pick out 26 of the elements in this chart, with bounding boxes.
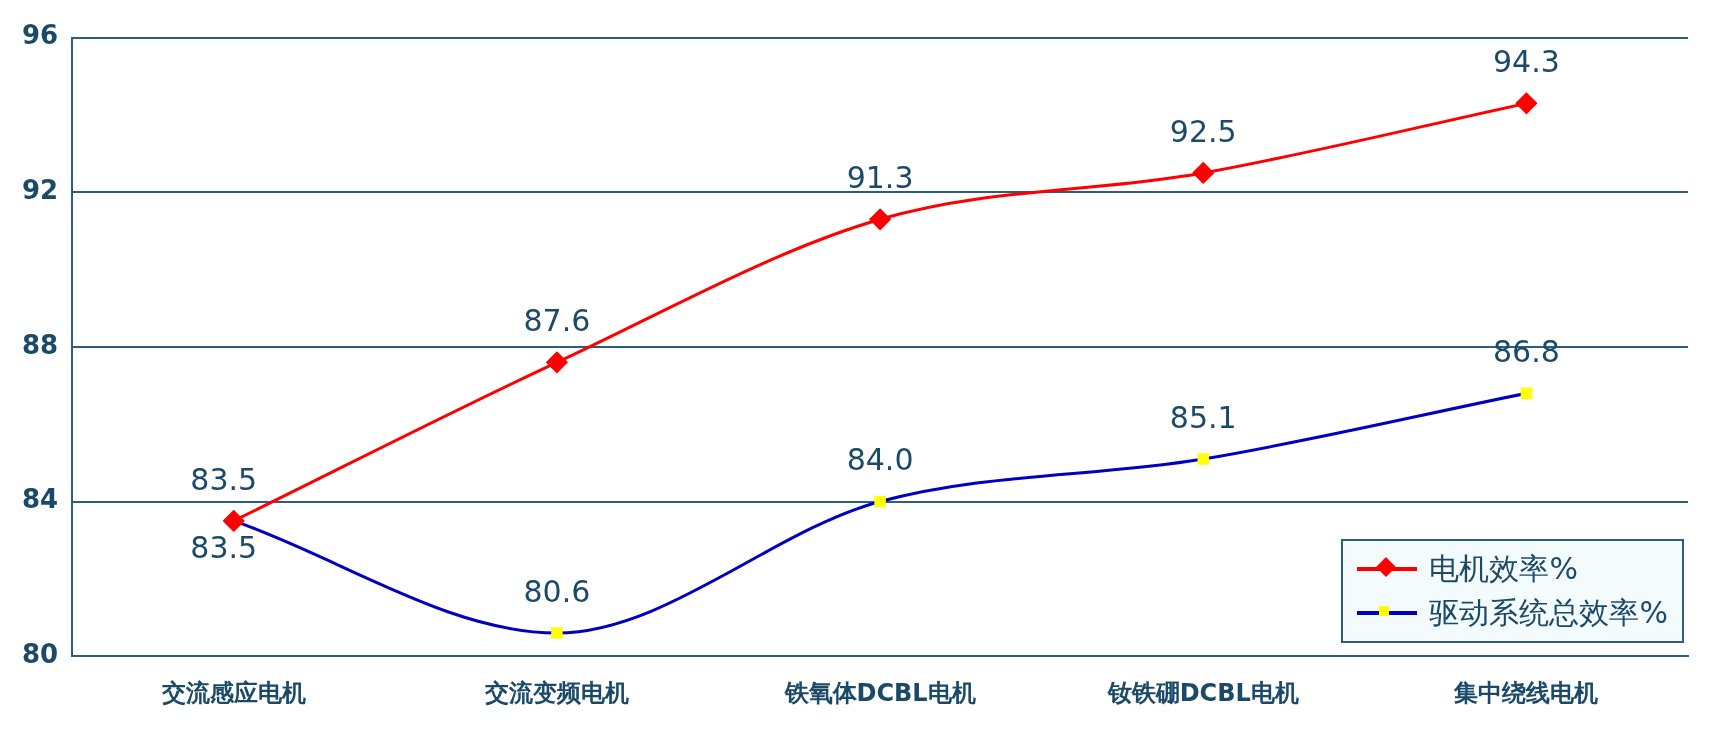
point xyxy=(869,208,891,230)
legend-label: 驱动系统总效率% xyxy=(1429,594,1668,632)
point xyxy=(223,510,245,532)
y-tick-label: 92 xyxy=(21,175,59,205)
y-tick-label: 96 xyxy=(21,20,59,51)
legend-label: 电机效率% xyxy=(1429,550,1578,588)
text: 83.5 xyxy=(190,461,258,497)
text: 92.5 xyxy=(1169,113,1237,149)
text: 94.3 xyxy=(1493,44,1560,80)
y-tick-label: 88 xyxy=(21,329,59,360)
x-tick-label: 交流变频电机 xyxy=(483,678,629,707)
point xyxy=(1515,92,1537,114)
text: 85.1 xyxy=(1169,399,1237,435)
text: 84.0 xyxy=(846,442,914,478)
x-tick-label: 交流感应电机 xyxy=(160,678,306,707)
text: 83.5 xyxy=(190,529,258,565)
x-tick-label: 铁氧体DCBL电机 xyxy=(783,678,976,707)
text: 80.6 xyxy=(523,573,591,609)
y-tick-label: 84 xyxy=(21,484,59,515)
point xyxy=(546,351,568,373)
x-tick-label: 钕铁硼DCBL电机 xyxy=(1106,678,1299,707)
y-tick-label: 80 xyxy=(21,638,59,669)
point xyxy=(1192,162,1214,184)
text: 91.3 xyxy=(846,160,914,196)
text: 87.6 xyxy=(523,303,591,339)
x-tick-label: 集中绕线电机 xyxy=(1453,678,1599,707)
